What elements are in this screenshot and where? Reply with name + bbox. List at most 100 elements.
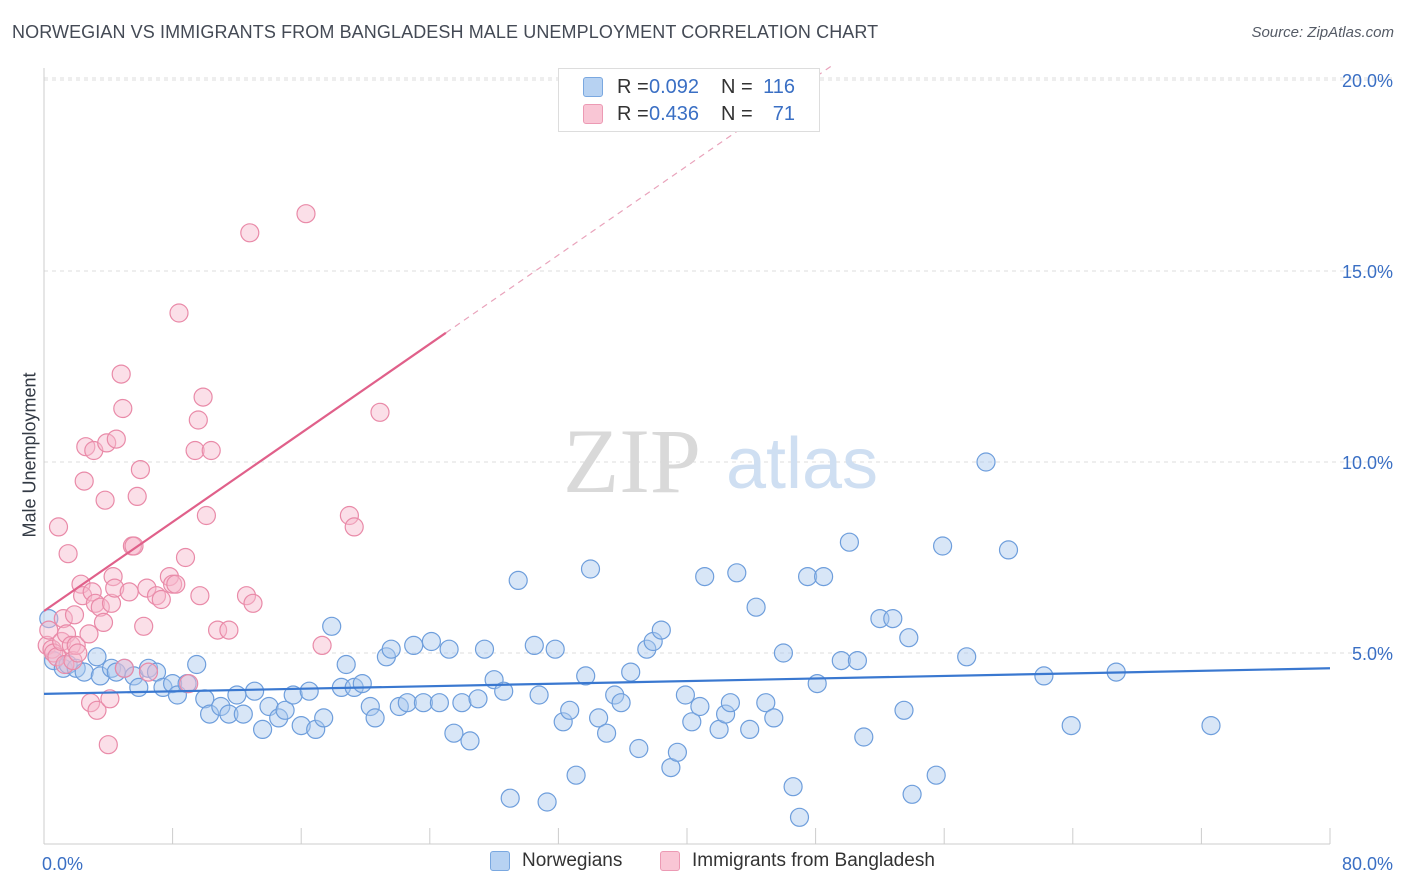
data-point	[322, 616, 342, 636]
data-point	[365, 708, 385, 728]
data-point	[397, 693, 417, 713]
data-point	[79, 624, 99, 644]
series-bangladesh	[37, 204, 390, 755]
data-point	[236, 586, 257, 606]
data-point	[494, 681, 514, 701]
data-point	[468, 689, 488, 709]
data-point	[831, 650, 851, 671]
data-point	[500, 788, 520, 808]
data-point	[413, 693, 433, 713]
data-point	[253, 719, 273, 740]
data-point	[169, 303, 189, 323]
data-point	[727, 563, 747, 583]
data-point	[474, 639, 495, 659]
legend-label: Norwegians	[522, 850, 623, 871]
data-point	[899, 628, 919, 648]
data-point	[746, 597, 766, 617]
data-point	[764, 708, 784, 728]
data-point	[138, 662, 159, 682]
data-point	[756, 693, 776, 713]
legend-swatch-pink	[583, 104, 603, 124]
data-point	[185, 440, 205, 461]
data-point	[208, 620, 228, 640]
data-point	[529, 685, 549, 705]
data-point	[314, 708, 334, 728]
data-point	[926, 765, 946, 785]
data-point	[566, 765, 586, 785]
data-point	[596, 723, 617, 743]
axes	[43, 68, 1331, 845]
data-point	[847, 650, 868, 671]
watermark-zip: ZIP	[563, 410, 701, 512]
data-point	[188, 410, 208, 430]
data-point	[460, 731, 480, 751]
data-point	[299, 681, 319, 701]
data-point	[175, 547, 196, 568]
data-point	[275, 700, 295, 720]
data-point	[100, 689, 120, 709]
data-point	[560, 700, 580, 720]
y-tick-label: 5.0%	[1352, 644, 1393, 664]
data-point	[64, 605, 85, 625]
stats-legend: R = 0.092 N = 116 R = 0.436 N = 71	[558, 68, 820, 132]
series-legend: Norwegians Immigrants from Bangladesh	[0, 850, 1406, 880]
legend-item-norwegians: Norwegians	[490, 850, 622, 872]
data-point	[1034, 666, 1054, 686]
y-tick-label: 15.0%	[1342, 262, 1393, 282]
data-point	[193, 387, 213, 407]
data-point	[715, 704, 736, 724]
data-point	[553, 712, 573, 732]
data-point	[932, 536, 953, 556]
data-point	[90, 666, 110, 686]
data-point	[240, 223, 260, 243]
data-point	[976, 452, 996, 472]
legend-label: Immigrants from Bangladesh	[692, 850, 935, 871]
data-point	[312, 635, 332, 656]
x-tick-label: 0.0%	[42, 854, 83, 874]
data-point	[1061, 715, 1081, 736]
data-point	[130, 460, 150, 480]
data-point	[179, 673, 199, 694]
data-point	[137, 578, 157, 598]
data-point	[588, 708, 609, 728]
data-point	[111, 364, 131, 384]
data-point	[39, 608, 59, 629]
data-point	[690, 696, 710, 717]
data-point	[813, 566, 834, 587]
data-point	[66, 635, 86, 656]
y-tick-label: 10.0%	[1342, 453, 1393, 473]
data-point	[87, 700, 107, 720]
data-point	[336, 654, 356, 675]
data-point	[998, 540, 1019, 560]
legend-swatch-pink	[660, 851, 680, 871]
data-point	[854, 727, 874, 747]
data-point	[783, 777, 803, 797]
legend-swatch-blue	[583, 77, 603, 97]
data-point	[106, 429, 126, 449]
data-point	[87, 647, 107, 667]
data-point	[151, 589, 171, 610]
data-point	[163, 673, 183, 694]
data-point	[48, 517, 69, 537]
series-norwegians	[39, 452, 1221, 827]
r-label: R =	[617, 102, 649, 125]
data-point	[296, 204, 316, 224]
data-point	[134, 616, 154, 636]
data-point	[127, 486, 147, 506]
data-point	[58, 544, 78, 564]
data-point	[219, 620, 239, 640]
data-point	[201, 440, 221, 461]
data-point	[381, 639, 401, 659]
data-point	[1201, 715, 1221, 736]
data-point	[90, 597, 110, 617]
data-point	[119, 582, 139, 602]
data-point	[444, 723, 464, 743]
stats-legend-row-bangladesh: R = 0.436 N = 71	[583, 101, 795, 127]
legend-item-bangladesh: Immigrants from Bangladesh	[660, 850, 935, 872]
data-point	[611, 693, 631, 713]
data-point	[773, 643, 794, 663]
data-point	[580, 559, 601, 579]
data-point	[243, 593, 263, 613]
data-point	[101, 593, 122, 613]
